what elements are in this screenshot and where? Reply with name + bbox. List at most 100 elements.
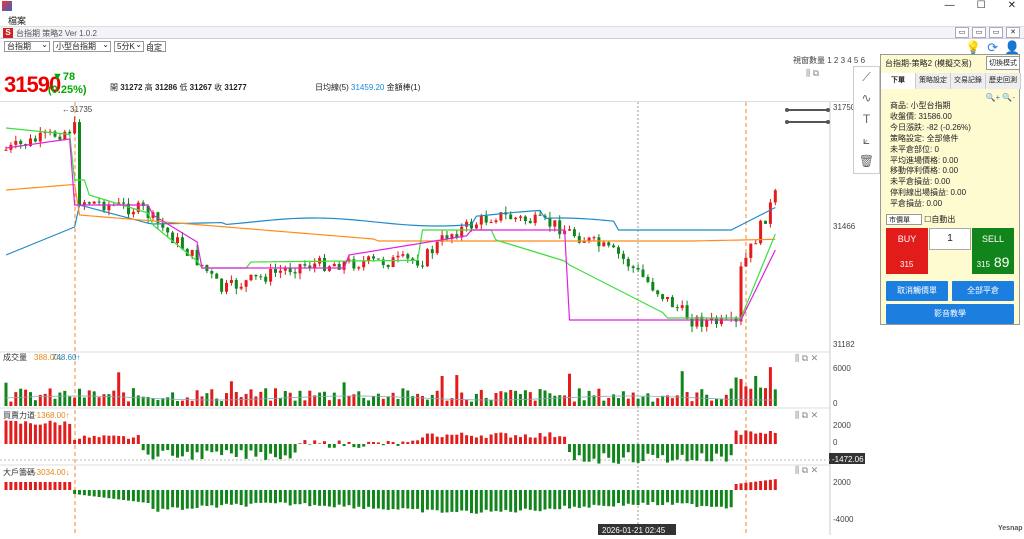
volume-bar [509, 390, 513, 406]
interval-select[interactable]: 5分K [114, 40, 144, 52]
tab-records[interactable]: 交易記錄 [951, 73, 986, 89]
zoom-icons[interactable]: 🔍+ 🔍- [985, 93, 1015, 102]
volume-bar [97, 397, 101, 406]
tab-order[interactable]: 下單 [881, 73, 916, 89]
volume-bar [504, 392, 508, 406]
big-tools[interactable]: ⫼ ⧉ ✕ [795, 465, 819, 475]
big-bar [288, 490, 292, 506]
volume-v1: 388.00↓ [34, 353, 62, 362]
big-bar [759, 481, 763, 490]
power-bar [391, 442, 395, 444]
market-select[interactable]: 台指期 [4, 40, 50, 52]
power-bar [127, 438, 130, 444]
volume-bar [14, 392, 18, 406]
volume-bar [298, 390, 302, 406]
sell-price[interactable]: 315 89 [972, 250, 1014, 274]
product-select[interactable]: 小型台指期 [53, 40, 111, 52]
power-bar [553, 437, 557, 444]
big-bar [278, 490, 282, 503]
line-tool-icon[interactable]: ⟋ [862, 70, 871, 84]
big-bar [185, 490, 189, 509]
tab-backtest[interactable]: 歷史回測 [986, 73, 1021, 89]
power-bar [705, 444, 709, 462]
power-bar [700, 444, 704, 454]
maximize-button[interactable]: ☐ [976, 0, 986, 11]
candle-body [484, 215, 488, 223]
power-bar [308, 444, 312, 445]
big-bar [690, 490, 694, 504]
close-all-button[interactable]: 全部平倉 [952, 281, 1014, 301]
big-bar [724, 490, 728, 509]
candle-body [425, 249, 429, 267]
volume-bar [33, 400, 37, 406]
volume-bar [332, 392, 336, 406]
volume-bar [666, 395, 669, 406]
volume-bar [372, 396, 375, 406]
power-tools[interactable]: ⫼ ⧉ ✕ [795, 410, 819, 420]
candle-body [602, 242, 606, 247]
big-bar [318, 490, 322, 506]
candle-body [430, 249, 434, 254]
big-bar [641, 490, 645, 503]
fan-tool-icon[interactable]: ⟀ [862, 133, 871, 147]
candle-body [4, 149, 8, 151]
custom-label: 自定 [146, 43, 162, 52]
trade-panel-title: 台指期-策略2 (模擬交易) [885, 59, 972, 68]
lightbulb-icon[interactable]: 💡 [965, 40, 982, 55]
candle-body [234, 279, 238, 289]
power-bar [342, 444, 346, 447]
volume-bar [685, 392, 689, 406]
big-bar [587, 490, 591, 508]
close-button[interactable]: ✕ [1007, 0, 1016, 11]
chart-area[interactable]: 31750 31466 31182 ←31735 成交量 388.00↓748.60↑ 60… [0, 102, 865, 539]
buy-price[interactable]: 315 90 [886, 250, 928, 297]
big-bar [602, 490, 606, 506]
minimize-button[interactable]: — [944, 0, 955, 11]
app-close-button[interactable]: ✕ [1006, 27, 1020, 38]
big-bar [494, 490, 498, 512]
power-bar [122, 436, 126, 444]
big-bar [293, 490, 297, 505]
toolbar: 台指期 小型台指期 5分K 自定 [0, 40, 870, 54]
auto-exit-checkbox[interactable]: ☐ [924, 215, 932, 224]
text-tool-icon[interactable]: T [862, 112, 871, 126]
candle-body [710, 317, 714, 321]
menu-file[interactable]: 檔案 [8, 16, 27, 26]
switch-mode-button[interactable]: 切換模式 [986, 56, 1020, 70]
candle-body [82, 202, 86, 206]
app-btn-1[interactable]: ▭ [955, 27, 969, 38]
candle-body [538, 214, 542, 216]
volume-tools[interactable]: ⫼ ⧉ ✕ [795, 353, 819, 363]
volume-bar [68, 396, 72, 406]
power-bar [68, 423, 72, 444]
curve-tool-icon[interactable]: ∿ [861, 91, 872, 105]
big-bar [190, 490, 194, 509]
refresh-icon[interactable]: ⟳ [987, 40, 999, 55]
main-chart-tools[interactable]: ⫼ ⧉ [806, 68, 820, 78]
trash-icon[interactable]: 🗑 [858, 154, 875, 168]
page-count[interactable]: 視窗數量 1 2 3 4 5 6 [793, 56, 866, 65]
tutorial-button[interactable]: 影音教學 [886, 304, 1014, 324]
power-bar [695, 444, 699, 461]
power-bar [278, 444, 282, 460]
candle-body [58, 136, 62, 140]
big-bar [592, 490, 596, 505]
order-type-select[interactable]: 市價單 [886, 214, 922, 225]
qty-input[interactable]: 1 [929, 228, 971, 250]
power-bar [357, 444, 361, 448]
app-btn-3[interactable]: ▭ [989, 27, 1003, 38]
power-bar [112, 435, 116, 444]
candle-body [372, 256, 375, 259]
candle-body [445, 235, 449, 240]
users-icon[interactable]: 👤 [1004, 40, 1021, 55]
volume-bar [680, 371, 684, 406]
y-tick-label: 0 [833, 399, 838, 408]
volume-bar [538, 389, 542, 406]
power-bar [646, 444, 650, 454]
tab-strategy[interactable]: 策略設定 [916, 73, 951, 89]
power-bar [396, 444, 400, 446]
custom-input[interactable] [150, 41, 166, 52]
big-bar [323, 490, 326, 506]
cancel-trigger-button[interactable]: 取消觸價單 [886, 281, 948, 301]
app-btn-2[interactable]: ▭ [972, 27, 986, 38]
